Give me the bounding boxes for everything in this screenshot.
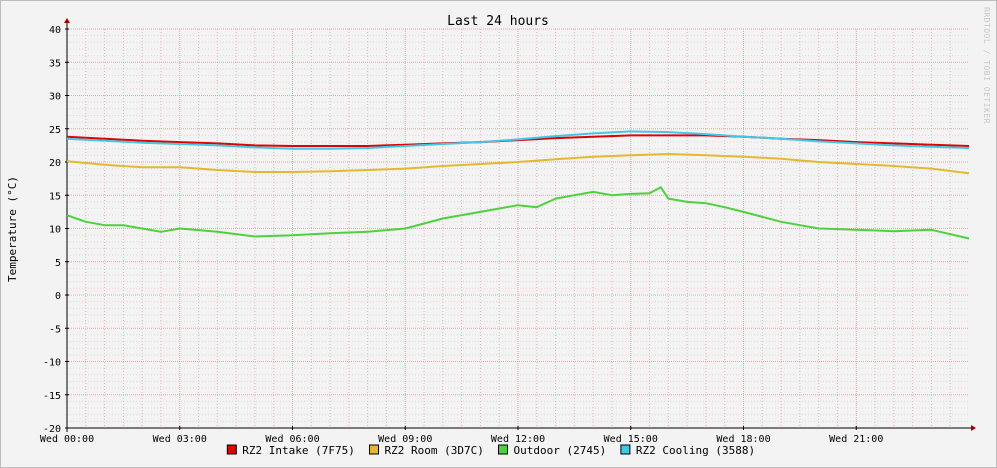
- x-tick-label: Wed 18:00: [716, 434, 770, 445]
- chart-title: Last 24 hours: [447, 14, 549, 29]
- y-tick-label: -10: [43, 358, 61, 369]
- y-tick-label: 30: [49, 92, 61, 103]
- x-tick-label: Wed 09:00: [378, 434, 432, 445]
- legend-swatch: [226, 444, 237, 455]
- y-tick-label: -20: [43, 424, 61, 435]
- rrdtool-watermark: RRDTOOL / TOBI OETIKER: [982, 7, 991, 124]
- legend-label: RZ2 Intake (7F75): [242, 444, 355, 457]
- y-tick-label: -15: [43, 391, 61, 402]
- grid: [66, 28, 969, 429]
- y-tick-label: 35: [49, 58, 61, 69]
- x-tick-label: Wed 12:00: [491, 434, 545, 445]
- x-tick-label: Wed 15:00: [604, 434, 658, 445]
- x-tick-label: Wed 00:00: [40, 434, 94, 445]
- x-tick-labels: Wed 00:00 Wed 03:00 Wed 06:00 Wed 09:00 Wed …: [40, 434, 883, 445]
- y-tick-label: 25: [49, 125, 61, 136]
- series-line-rz2-cooling-3588: [66, 130, 970, 150]
- legend-label: RZ2 Cooling (3588): [636, 444, 755, 457]
- legend-swatch: [620, 444, 631, 455]
- y-axis-arrow: [64, 18, 70, 23]
- legend-swatch: [498, 444, 508, 455]
- y-tick-label: 15: [49, 191, 61, 202]
- y-tick-label: 40: [49, 25, 61, 36]
- series-line-outdoor-2745: [66, 186, 970, 240]
- x-tick-label: Wed 03:00: [153, 434, 207, 445]
- y-tick-labels: 40 35 30 25 20 15 10 5 0 -5 -10 -15 -20: [43, 25, 61, 435]
- y-tick-label: 0: [55, 291, 61, 302]
- y-tick-label: 10: [49, 225, 61, 236]
- y-axis-label: Temperature (°C): [6, 176, 19, 282]
- series-lines: [66, 130, 970, 240]
- legend-label: RZ2 Room (3D7C): [385, 444, 484, 457]
- series-line-rz2-room-3d7c: [66, 153, 970, 175]
- x-axis-arrow: [971, 425, 976, 431]
- y-tick-label: -5: [49, 324, 61, 335]
- x-tick-label: Wed 06:00: [265, 434, 319, 445]
- y-tick-label: 5: [55, 258, 61, 269]
- x-tick-label: Wed 21:00: [829, 434, 883, 445]
- legend-swatch: [369, 444, 379, 455]
- axes: [64, 18, 976, 432]
- legend-label: Outdoor (2745): [514, 444, 607, 457]
- y-tick-label: 20: [49, 158, 61, 169]
- legend: RZ2 Intake (7F75) RZ2 Room (3D7C) Outdoor …: [226, 444, 755, 457]
